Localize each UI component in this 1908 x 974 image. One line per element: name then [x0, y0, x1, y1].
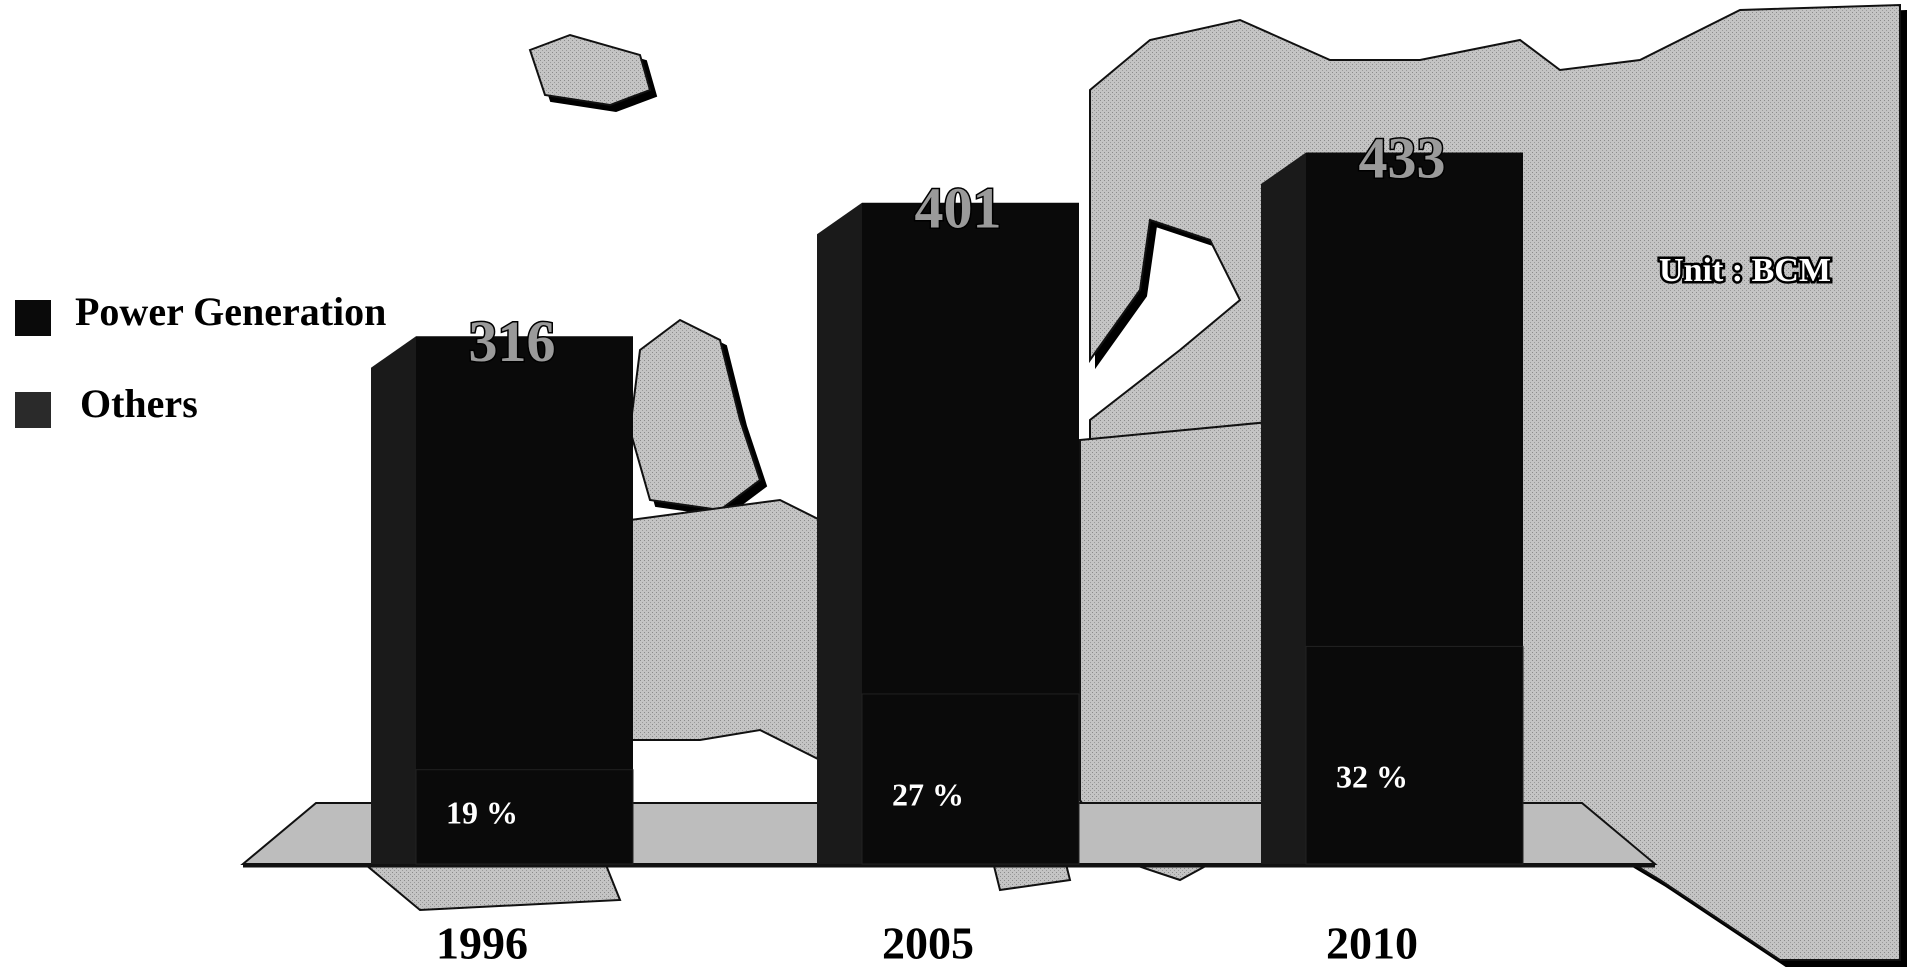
value-label: 316 — [469, 309, 556, 374]
value-label: 401 — [915, 176, 1002, 241]
power-segment — [415, 769, 634, 865]
legend-swatch — [15, 300, 51, 336]
legend-label: Others — [80, 381, 198, 426]
bar-side — [371, 336, 416, 864]
legend-label: Power Generation — [75, 289, 386, 334]
bar-side — [817, 202, 862, 865]
share-label: 27 % — [892, 776, 964, 812]
legend-swatch — [15, 392, 51, 428]
x-tick-label: 1996 — [436, 918, 528, 969]
annotation: Unit : BCM — [1659, 252, 1831, 289]
bar-side — [1261, 152, 1306, 864]
x-tick-label: 2005 — [882, 918, 974, 969]
power-segment — [1305, 645, 1524, 865]
power-segment — [861, 693, 1080, 865]
share-label: 19 % — [446, 794, 518, 830]
value-label: 433 — [1359, 125, 1446, 190]
share-label: 32 % — [1336, 758, 1408, 794]
x-tick-label: 2010 — [1326, 918, 1418, 969]
